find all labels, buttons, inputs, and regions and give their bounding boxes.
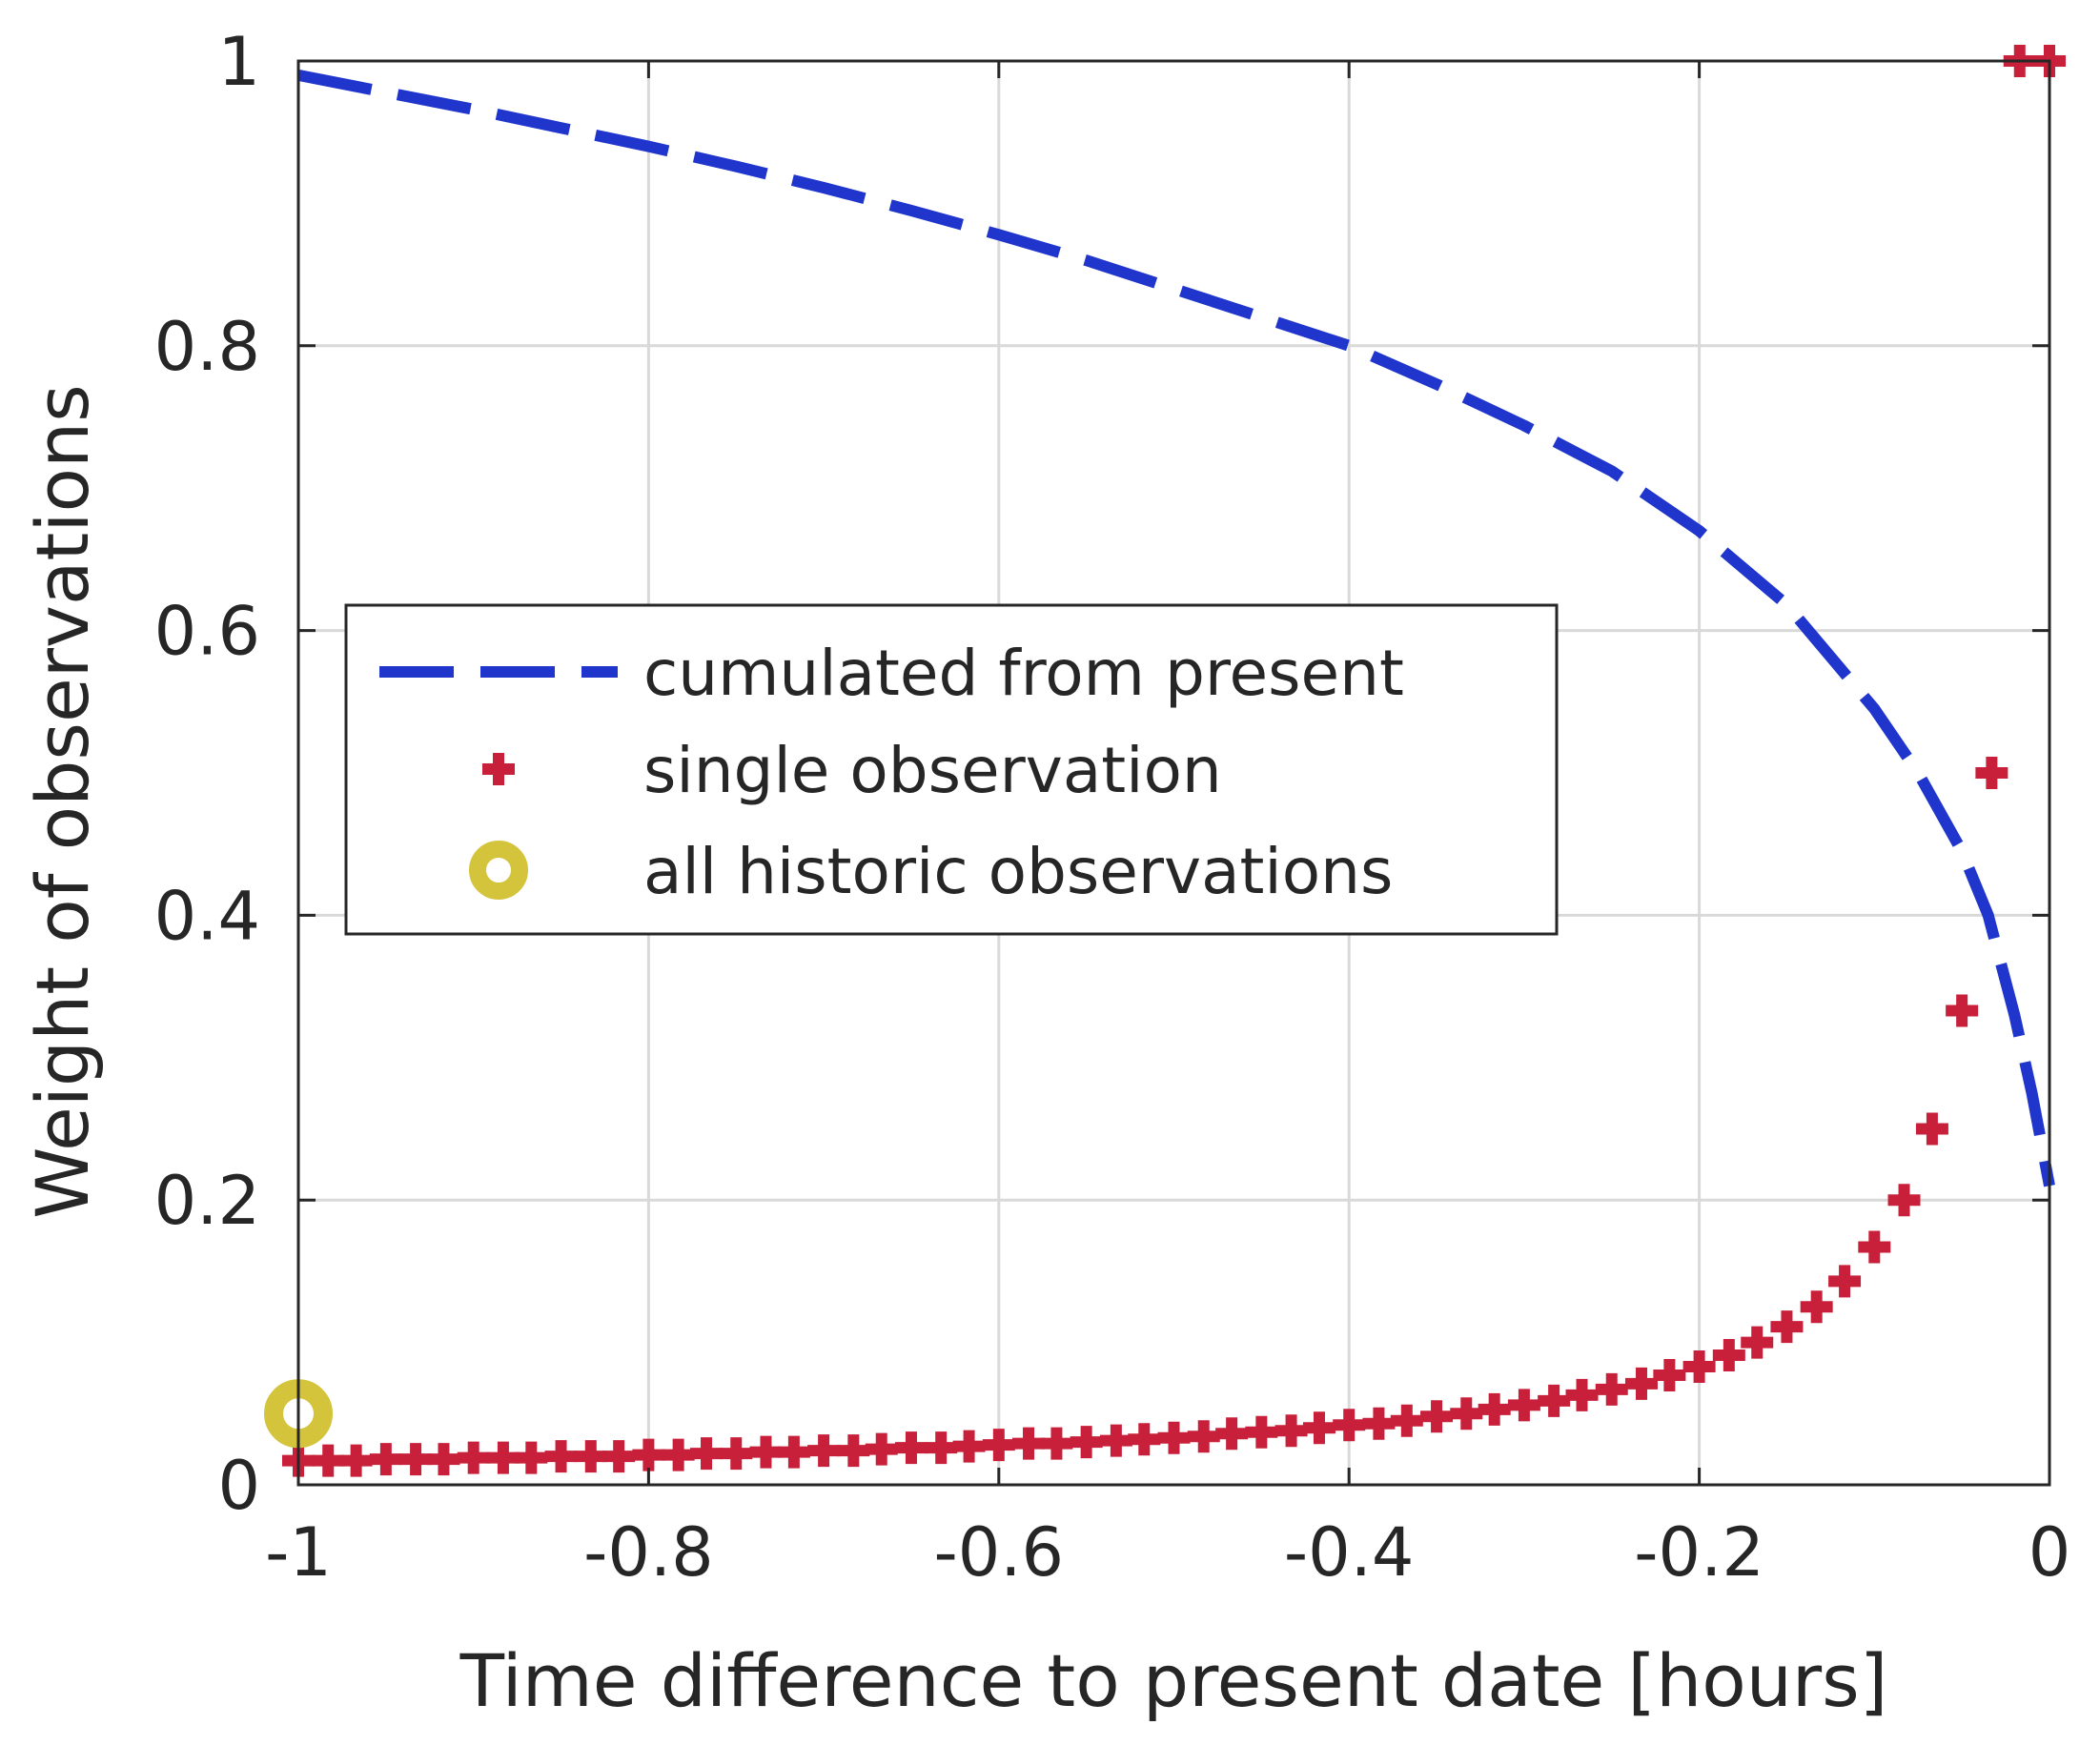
single-observation-point	[1858, 1230, 1891, 1264]
single-observation-point	[982, 1429, 1015, 1462]
single-observation-point	[1302, 1411, 1335, 1445]
x-tick-labels: -1 -0.8 -0.6 -0.4 -0.2 0	[265, 1513, 2070, 1592]
y-axis-label: Weight of observations	[20, 384, 105, 1218]
single-observation-point	[1333, 1409, 1366, 1442]
single-observation-point	[427, 1443, 460, 1476]
single-observation-point	[807, 1434, 841, 1468]
single-observation-point	[544, 1440, 578, 1473]
single-observation-point	[312, 1444, 345, 1477]
single-observation-point	[1420, 1400, 1454, 1433]
legend-swatch-historic	[469, 841, 528, 900]
single-observation-point	[574, 1440, 607, 1473]
single-observation-point	[1215, 1417, 1249, 1451]
single-observation-point	[837, 1434, 870, 1468]
single-observation-point	[1595, 1372, 1628, 1406]
single-observation-point	[1682, 1349, 1716, 1383]
y-tick-label: 0.4	[154, 877, 260, 955]
single-observation-point	[1450, 1397, 1483, 1430]
single-observation-point	[339, 1444, 373, 1477]
single-observation-point	[1712, 1339, 1745, 1372]
single-observation-point	[632, 1438, 665, 1471]
single-observation-point	[1187, 1420, 1220, 1453]
single-observation-point	[1946, 994, 1979, 1027]
single-observation-point	[515, 1441, 548, 1474]
single-observation-point	[1478, 1392, 1511, 1426]
legend-box	[344, 603, 1559, 936]
y-tick-label: 0.6	[154, 593, 260, 671]
x-axis-label: Time difference to present date [hours]	[459, 1638, 1888, 1723]
single-observation-point	[690, 1437, 724, 1471]
legend-label-historic: all historic observations	[643, 835, 1393, 908]
single-observation-point	[894, 1431, 928, 1465]
single-observation-point	[1770, 1310, 1804, 1344]
single-observation-point	[1800, 1290, 1833, 1324]
single-observation-point	[1245, 1415, 1278, 1449]
single-observation-point	[1040, 1427, 1073, 1460]
legend: cumulated from present single observatio…	[344, 603, 1559, 936]
single-observation-point	[1070, 1426, 1103, 1459]
single-observation-point	[952, 1430, 986, 1463]
single-observation-point	[1538, 1384, 1571, 1417]
single-observation-point	[1975, 757, 2008, 789]
y-tick-label: 1	[217, 23, 260, 101]
axes-box	[296, 59, 2051, 1487]
single-observation-point	[602, 1440, 636, 1473]
y-tick-label: 0.8	[154, 308, 260, 386]
single-observation-point	[1362, 1407, 1396, 1440]
single-observation-point	[1012, 1427, 1046, 1460]
single-observation-point	[662, 1438, 695, 1471]
legend-label-cumulated: cumulated from present	[643, 637, 1404, 710]
y-tick-labels: 0 0.2 0.4 0.6 0.8 1	[154, 23, 260, 1525]
single-observation-point	[1828, 1265, 1862, 1298]
x-tick-label: 0	[2029, 1513, 2071, 1592]
x-tick-label: -1	[265, 1513, 332, 1592]
line-cumulated-from-present	[296, 70, 2055, 1187]
y-tick-label: 0	[217, 1447, 260, 1525]
x-tick-label: -0.8	[583, 1513, 714, 1592]
single-observation-point	[865, 1432, 898, 1466]
legend-plus-marker	[482, 753, 515, 785]
x-tick-label: -0.2	[1634, 1513, 1764, 1592]
single-observation-point	[1653, 1358, 1686, 1391]
single-observation-point	[925, 1431, 958, 1465]
y-tick-label: 0.2	[154, 1162, 260, 1240]
single-observation-point	[1390, 1404, 1423, 1437]
legend-swatch-single	[482, 753, 515, 785]
single-observation-point	[777, 1435, 810, 1469]
series-cumulated-from-present	[296, 70, 2055, 1187]
single-observation-point	[1624, 1367, 1658, 1400]
single-observation-point	[1507, 1389, 1540, 1422]
single-observation-point	[369, 1443, 402, 1476]
single-observation-point	[399, 1443, 433, 1476]
x-tick-label: -0.4	[1284, 1513, 1415, 1592]
single-observation-point	[486, 1441, 520, 1474]
single-observation-point	[457, 1441, 490, 1474]
single-observation-point	[749, 1435, 783, 1469]
single-observation-point	[1157, 1421, 1191, 1454]
single-observation-point	[1887, 1184, 1921, 1217]
single-observation-point	[1274, 1414, 1308, 1448]
x-tick-label: -0.6	[934, 1513, 1065, 1592]
single-observation-point	[1915, 1112, 1948, 1146]
single-observation-point	[1099, 1424, 1132, 1457]
single-observation-point	[1128, 1423, 1161, 1456]
ticks	[296, 59, 2051, 1487]
single-observation-point	[1565, 1378, 1599, 1411]
single-observation-point	[720, 1437, 753, 1471]
series-single-observation	[282, 45, 2066, 1477]
single-observation-point	[1741, 1326, 1774, 1359]
legend-label-single: single observation	[643, 734, 1222, 807]
